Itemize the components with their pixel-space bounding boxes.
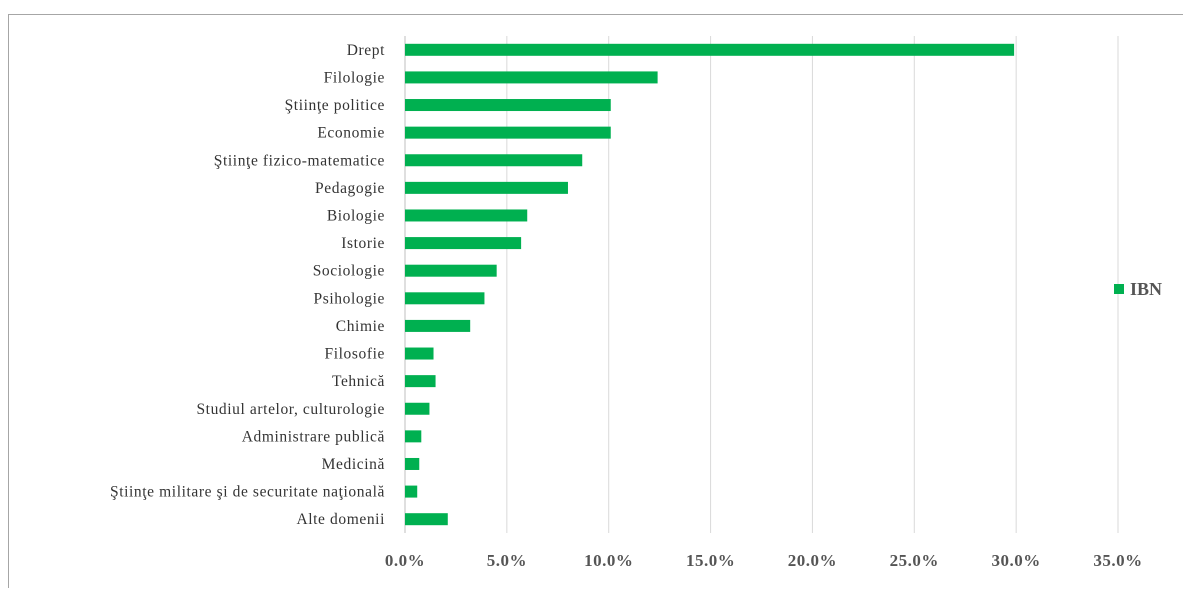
bar	[405, 319, 471, 332]
category-label: Drept	[347, 42, 385, 59]
category-label: Sociologie	[313, 263, 385, 280]
category-label: Tehnică	[332, 373, 385, 390]
x-tick-label: 5.0%	[487, 551, 527, 570]
x-tick-label: 0.0%	[385, 551, 425, 570]
bar	[405, 264, 497, 277]
bar	[405, 209, 528, 222]
category-label: Administrare publică	[242, 428, 385, 445]
category-label: Ştiinţe politice	[285, 97, 385, 114]
bar	[405, 375, 436, 388]
category-label: Psihologie	[314, 290, 385, 307]
bar	[405, 126, 611, 139]
category-label: Economie	[317, 125, 385, 142]
category-label: Chimie	[336, 318, 385, 335]
chart-frame	[8, 14, 1183, 588]
x-tick-labels: 0.0% 5.0% 10.0% 15.0% 20.0% 25.0% 30.0% 35.0%	[385, 551, 1142, 570]
gridlines	[404, 36, 1119, 533]
category-label: Ştiinţe fizico-matematice	[214, 152, 385, 169]
category-labels: Drept Filologie Ştiinţe politice Economie Şt…	[110, 42, 385, 528]
category-label: Istorie	[341, 235, 385, 252]
bar	[405, 457, 420, 470]
legend: IBN	[1114, 279, 1162, 299]
bar	[405, 43, 1015, 56]
bar	[405, 99, 611, 112]
x-tick-label: 30.0%	[992, 551, 1041, 570]
category-label: Biologie	[327, 207, 385, 224]
bar	[405, 347, 434, 360]
bar	[405, 485, 418, 498]
category-label: Medicină	[322, 456, 385, 473]
bar	[405, 237, 522, 250]
category-label: Alte domenii	[296, 511, 385, 528]
category-label: Filologie	[324, 69, 385, 86]
legend-swatch	[1114, 284, 1124, 294]
bar	[405, 154, 583, 167]
category-label: Ştiinţe militare şi de securitate naţion…	[110, 484, 385, 501]
bar	[405, 430, 422, 443]
bar	[405, 513, 448, 526]
bar	[405, 292, 485, 305]
bar	[405, 181, 568, 194]
bar	[405, 71, 658, 84]
x-tick-label: 20.0%	[788, 551, 837, 570]
x-tick-label: 10.0%	[584, 551, 633, 570]
x-tick-label: 35.0%	[1093, 551, 1142, 570]
x-tick-label: 25.0%	[890, 551, 939, 570]
legend-label: IBN	[1130, 279, 1162, 299]
bars	[405, 43, 1015, 526]
x-tick-label: 15.0%	[686, 551, 735, 570]
category-label: Studiul artelor, culturologie	[196, 401, 385, 418]
category-label: Filosofie	[324, 346, 385, 363]
bar	[405, 402, 430, 415]
category-label: Pedagogie	[315, 180, 385, 197]
